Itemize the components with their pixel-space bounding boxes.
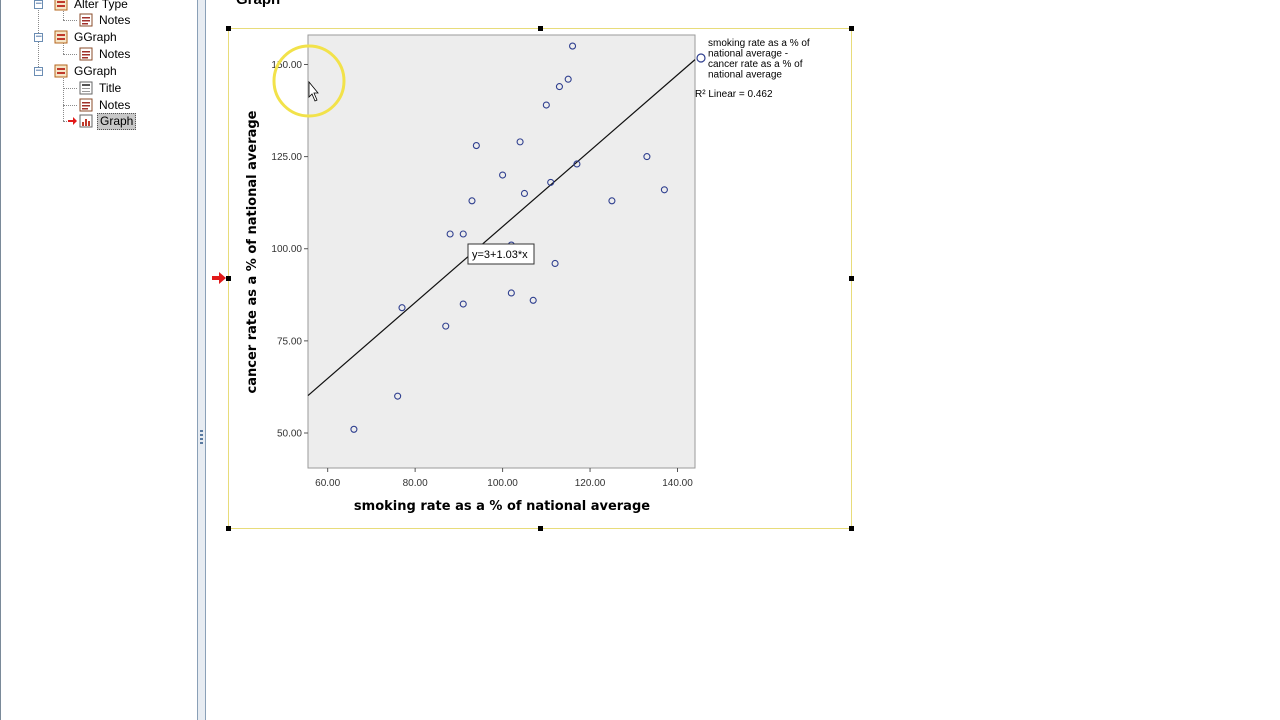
resize-handle[interactable] <box>849 526 854 531</box>
output-outline-pane[interactable]: − Alter Type Notes − GGraph Notes − <box>0 0 198 720</box>
r-squared-label: R² Linear = 0.462 <box>695 89 773 100</box>
tree-connector <box>63 88 77 89</box>
x-tick-label: 60.00 <box>315 478 340 489</box>
outline-item-label: GGraph <box>74 63 117 78</box>
scatter-point <box>520 189 529 198</box>
graph-icon <box>79 114 93 128</box>
current-item-arrow-icon <box>68 117 77 125</box>
scatter-point <box>555 83 563 91</box>
outline-item-label: Notes <box>99 12 131 27</box>
resize-handle[interactable] <box>538 526 543 531</box>
x-tick-label: 80.00 <box>403 478 428 489</box>
fit-line-label: y=3+1.03*x <box>472 249 528 261</box>
scatter-point <box>573 160 581 168</box>
scatter-point <box>350 425 358 433</box>
cursor-highlight-ring <box>272 44 346 118</box>
scatter-point <box>516 138 524 146</box>
procedure-icon <box>54 30 68 44</box>
outline-item-label: Title <box>99 80 122 95</box>
scatter-point <box>643 153 651 161</box>
outline-item-label: Notes <box>99 46 131 61</box>
scatter-point <box>608 197 616 205</box>
x-tick-label: 120.00 <box>575 478 606 489</box>
tree-connector <box>63 42 64 54</box>
outline-item-title[interactable]: Title <box>79 80 123 96</box>
collapse-toggle-icon[interactable]: − <box>34 32 43 42</box>
resize-handle[interactable] <box>226 276 231 281</box>
resize-handle[interactable] <box>538 26 543 31</box>
scatter-point <box>394 392 402 400</box>
chart-selection-frame[interactable] <box>226 26 854 531</box>
scatter-point <box>468 197 476 205</box>
scatter-point <box>446 230 454 238</box>
resize-handle[interactable] <box>849 26 854 31</box>
y-tick-label: 75.00 <box>277 336 302 347</box>
procedure-icon <box>54 0 68 11</box>
resize-handle[interactable] <box>226 526 231 531</box>
tree-connector <box>63 54 77 55</box>
outline-item-notes[interactable]: Notes <box>79 97 132 113</box>
selected-item-arrow-icon <box>212 272 226 284</box>
outline-item-graph[interactable]: Graph <box>79 112 137 130</box>
scatter-point <box>569 42 577 50</box>
scatter-point <box>542 101 550 109</box>
resize-handle[interactable] <box>226 26 231 31</box>
scatter-point <box>398 304 406 312</box>
mouse-cursor-icon <box>308 80 319 102</box>
tree-connector <box>63 6 64 20</box>
outline-item-notes[interactable]: Notes <box>79 46 132 62</box>
resize-handle[interactable] <box>849 276 854 281</box>
x-tick-label: 140.00 <box>662 478 693 489</box>
notes-icon <box>79 47 93 61</box>
outline-item-ggraph[interactable]: GGraph <box>54 63 119 79</box>
splitter-grip-icon[interactable] <box>200 430 203 446</box>
tree-connector <box>63 20 77 21</box>
scatter-point <box>442 322 450 330</box>
outline-item-notes[interactable]: Notes <box>79 12 132 28</box>
tree-connector <box>63 76 64 121</box>
title-icon <box>79 81 93 95</box>
fit-line <box>307 59 696 396</box>
outline-item-label: GGraph <box>74 29 117 44</box>
tree-connector <box>63 105 77 106</box>
y-tick-label: 100.00 <box>271 244 302 255</box>
x-axis-label: smoking rate as a % of national average <box>354 499 650 514</box>
scatter-point <box>472 142 480 150</box>
chart-legend: smoking rate as a % of national average -… <box>695 38 810 100</box>
y-tick-label: 125.00 <box>271 152 302 163</box>
y-tick-label: 50.00 <box>277 428 302 439</box>
scatter-point <box>660 186 668 194</box>
x-tick-label: 100.00 <box>487 478 518 489</box>
outline-item-label: Alter Type <box>74 0 128 11</box>
collapse-toggle-icon[interactable]: − <box>34 0 43 9</box>
notes-icon <box>79 98 93 112</box>
y-axis-label: cancer rate as a % of national average <box>245 110 260 393</box>
scatter-point <box>459 230 467 238</box>
outline-item-label: Notes <box>99 97 131 112</box>
scatter-point <box>529 296 537 304</box>
fit-line-label-box: y=3+1.03*x <box>467 243 535 265</box>
output-heading: Graph <box>236 0 280 8</box>
legend-series-label: smoking rate as a % of national average -… <box>708 38 810 81</box>
procedure-icon <box>54 64 68 78</box>
scatter-point <box>507 289 515 297</box>
scatter-point <box>564 75 572 83</box>
y-axis: 50.00 75.00 100.00 125.00 150.00 <box>271 60 308 439</box>
scatter-point <box>551 259 559 268</box>
collapse-toggle-icon[interactable]: − <box>34 66 43 76</box>
y-tick-label: 150.00 <box>271 60 302 71</box>
outline-item-ggraph[interactable]: GGraph <box>54 29 119 45</box>
scatter-point <box>499 171 507 179</box>
legend-marker <box>696 53 706 63</box>
outline-item-alter-type[interactable]: Alter Type <box>54 0 130 12</box>
notes-icon <box>79 13 93 27</box>
outline-item-label: Graph <box>97 112 137 130</box>
x-axis: 60.00 80.00 100.00 120.00 140.00 <box>315 468 693 489</box>
scatter-point <box>459 300 467 308</box>
tree-connector <box>63 121 71 122</box>
pane-splitter[interactable] <box>197 0 206 720</box>
scatter-point <box>547 178 555 186</box>
